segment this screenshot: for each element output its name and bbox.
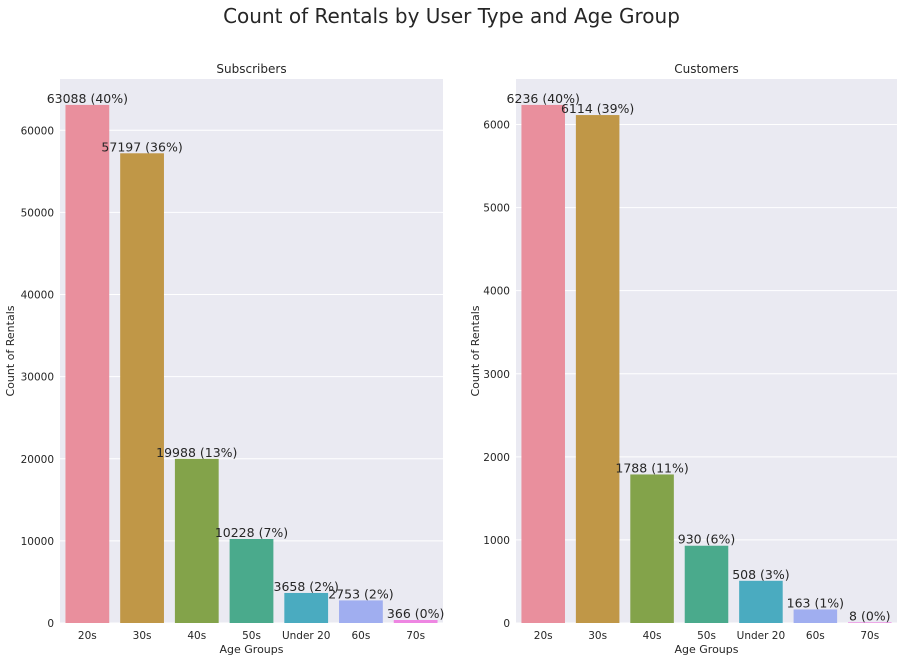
bar-60s [793, 609, 838, 623]
x-tick-label: 50s [242, 630, 261, 642]
data-label: 6236 (40%) [507, 91, 580, 106]
x-tick-label: 70s [860, 630, 879, 642]
y-tick-label: 0 [503, 618, 510, 630]
y-tick-label: 6000 [483, 120, 510, 132]
y-tick-label: 5000 [483, 203, 510, 215]
y-tick-label: 3000 [483, 369, 510, 381]
x-tick-label: 20s [534, 630, 553, 642]
data-label: 2753 (2%) [328, 586, 393, 601]
data-label: 163 (1%) [787, 595, 844, 610]
y-tick-label: 40000 [21, 290, 54, 302]
bar-70s [848, 622, 892, 623]
data-label: 6114 (39%) [561, 101, 634, 116]
bar-20s [65, 104, 110, 624]
bar-30s [120, 153, 164, 623]
x-tick-label: 40s [643, 630, 662, 642]
x-tick-label: 70s [406, 630, 425, 642]
panel-title: Subscribers [216, 62, 286, 76]
x-axis-label: Age Groups [220, 643, 284, 656]
bar-20s [521, 104, 565, 623]
bar-50s [229, 539, 274, 623]
x-tick-label: 60s [806, 630, 825, 642]
data-label: 63088 (40%) [47, 91, 128, 106]
subscribers-panel: 0 10000 20000 30000 40000 50000 60000 63088 (40… [4, 62, 444, 656]
x-tick-label: Under 20 [282, 630, 330, 642]
data-label: 8 (0%) [849, 608, 891, 623]
x-tick-label: 60s [352, 630, 371, 642]
x-tick-label: 40s [187, 630, 206, 642]
bar-40s [630, 474, 674, 623]
data-label: 366 (0%) [387, 606, 444, 621]
data-label: 19988 (13%) [156, 445, 237, 460]
figure-title: Count of Rentals by User Type and Age Gr… [223, 4, 680, 28]
bar-under-20 [284, 592, 329, 623]
y-tick-label: 2000 [483, 452, 510, 464]
data-label: 508 (3%) [732, 567, 789, 582]
y-tick-label: 10000 [21, 536, 54, 548]
y-tick-label: 4000 [483, 286, 510, 298]
data-label: 3658 (2%) [274, 579, 339, 594]
data-label: 57197 (36%) [101, 139, 182, 154]
y-tick-label: 1000 [483, 535, 510, 547]
y-axis-label: Count of Rentals [4, 305, 17, 396]
bar-40s [174, 458, 219, 623]
y-axis-label: Count of Rentals [469, 305, 482, 396]
x-tick-label: 30s [133, 630, 152, 642]
y-tick-label: 20000 [21, 454, 54, 466]
bar-30s [575, 115, 620, 623]
x-tick-label: 20s [78, 630, 97, 642]
customers-panel: 0 1000 2000 3000 4000 5000 6000 6236 (40%) 20s 61… [469, 62, 897, 656]
y-tick-label: 50000 [21, 207, 54, 219]
x-tick-label: 30s [588, 630, 607, 642]
x-tick-label: 50s [697, 630, 716, 642]
bar-60s [339, 600, 383, 623]
data-label: 1788 (11%) [615, 460, 688, 475]
y-tick-label: 60000 [21, 125, 54, 137]
data-label: 10228 (7%) [215, 525, 288, 540]
bar-under-20 [739, 580, 783, 623]
y-tick-label: 30000 [21, 372, 54, 384]
data-label: 930 (6%) [678, 532, 735, 547]
x-tick-label: Under 20 [737, 630, 785, 642]
x-axis-label: Age Groups [675, 643, 739, 656]
bar-50s [684, 545, 729, 623]
y-tick-label: 0 [47, 618, 54, 630]
panel-title: Customers [674, 62, 739, 76]
bar-70s [393, 619, 438, 623]
